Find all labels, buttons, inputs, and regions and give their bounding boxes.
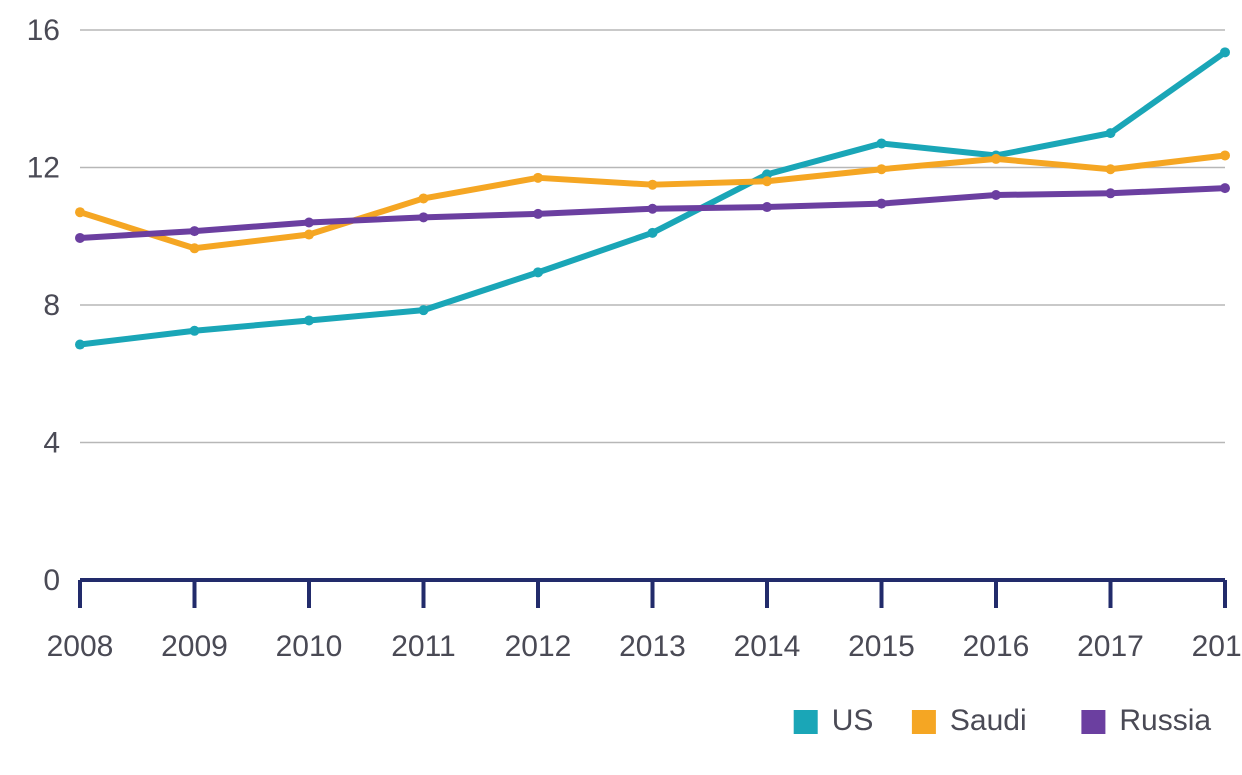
series-point-russia xyxy=(877,199,887,209)
series-point-saudi xyxy=(648,180,658,190)
legend-swatch-us xyxy=(794,710,818,734)
x-tick-label: 2016 xyxy=(963,630,1030,663)
series-point-saudi xyxy=(75,207,85,217)
series-point-saudi xyxy=(304,230,314,240)
x-tick-label: 2014 xyxy=(734,630,801,663)
legend-label-saudi: Saudi xyxy=(950,704,1027,737)
legend-label-russia: Russia xyxy=(1119,704,1211,737)
series-point-us xyxy=(304,315,314,325)
series-point-saudi xyxy=(1220,150,1230,160)
series-point-us xyxy=(648,228,658,238)
series-point-russia xyxy=(304,218,314,228)
series-point-russia xyxy=(991,190,1001,200)
x-tick-label: 2010 xyxy=(276,630,343,663)
series-point-saudi xyxy=(190,243,200,253)
series-point-russia xyxy=(75,233,85,243)
x-tick-label: 2012 xyxy=(505,630,572,663)
oil-production-line-chart: 0 4 8 12 16 2008 2009 2010 2011 2012 2013 2014 2015 2… xyxy=(0,0,1242,775)
series-point-saudi xyxy=(877,164,887,174)
series-point-us xyxy=(1106,128,1116,138)
y-tick-label: 0 xyxy=(43,564,60,597)
series-point-russia xyxy=(762,202,772,212)
y-tick-label: 16 xyxy=(27,14,60,47)
series-point-russia xyxy=(648,204,658,214)
x-tick-label: 2009 xyxy=(161,630,228,663)
series-point-saudi xyxy=(533,173,543,183)
series-point-saudi xyxy=(762,176,772,186)
series-point-russia xyxy=(1220,183,1230,193)
series-point-us xyxy=(1220,47,1230,57)
x-tick-label: 2015 xyxy=(848,630,915,663)
legend-label-us: US xyxy=(832,704,874,737)
legend-swatch-russia xyxy=(1081,710,1105,734)
series-point-us xyxy=(190,326,200,336)
series-point-us xyxy=(75,340,85,350)
y-tick-label: 12 xyxy=(27,152,60,185)
x-tick-label: 2008 xyxy=(47,630,114,663)
chart-svg: 0 4 8 12 16 2008 2009 2010 2011 2012 2013 2014 2015 2… xyxy=(0,0,1242,775)
series-point-saudi xyxy=(1106,164,1116,174)
x-tick-label: 2013 xyxy=(619,630,686,663)
series-line-us xyxy=(80,52,1225,344)
series-point-saudi xyxy=(419,193,429,203)
series-point-russia xyxy=(1106,188,1116,198)
y-tick-label: 4 xyxy=(43,427,60,460)
x-tick-label: 2017 xyxy=(1077,630,1144,663)
legend-swatch-saudi xyxy=(912,710,936,734)
series-point-us xyxy=(877,138,887,148)
series-point-russia xyxy=(190,226,200,236)
y-tick-label: 8 xyxy=(43,289,60,322)
series-point-russia xyxy=(533,209,543,219)
x-tick-label: 2011 xyxy=(391,630,456,663)
series-point-us xyxy=(419,305,429,315)
series-point-saudi xyxy=(991,154,1001,164)
x-tick-label: 2018 xyxy=(1192,630,1242,663)
series-point-us xyxy=(533,267,543,277)
series-point-russia xyxy=(419,212,429,222)
